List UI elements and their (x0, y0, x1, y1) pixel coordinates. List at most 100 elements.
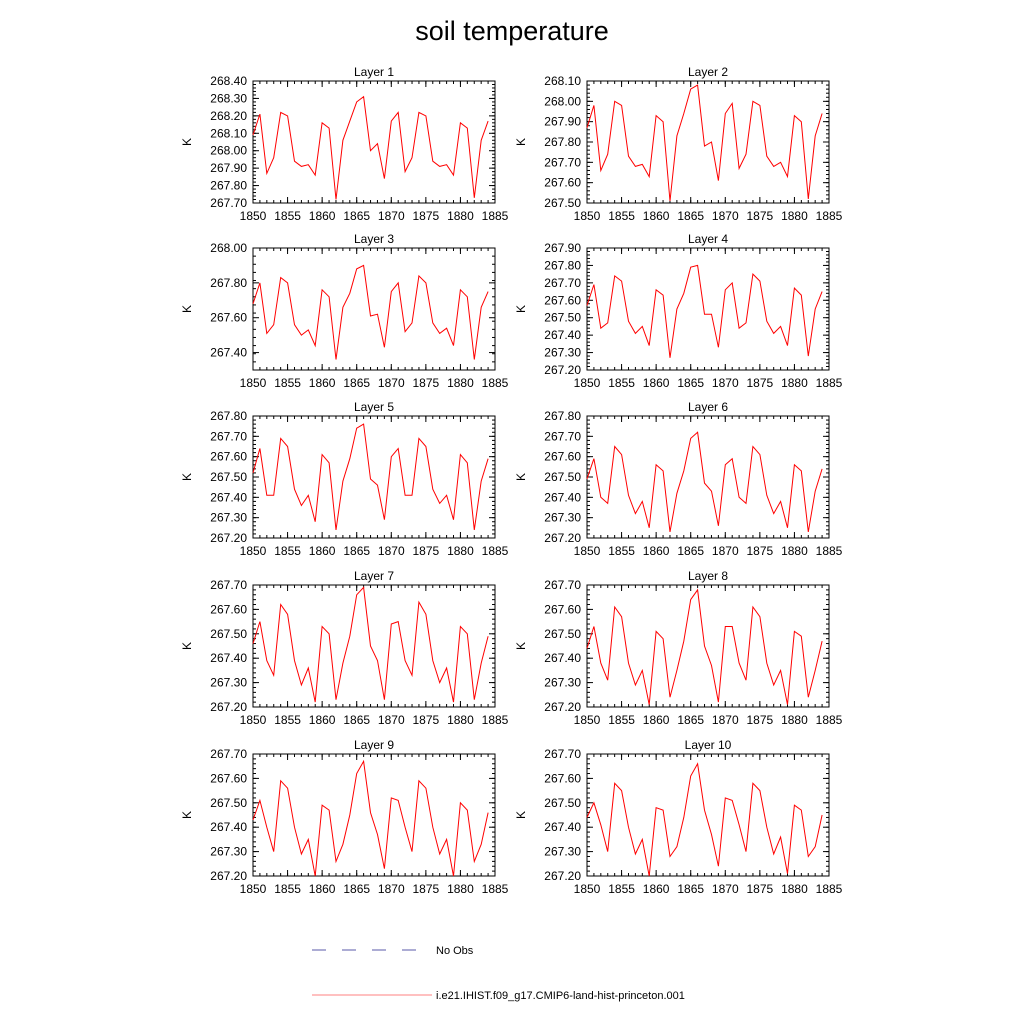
y-tick-label: 267.90 (544, 115, 581, 129)
y-tick-label: 267.30 (544, 676, 581, 690)
y-tick-label: 268.00 (210, 144, 247, 158)
x-tick-label: 1865 (343, 544, 370, 558)
x-tick-label: 1875 (413, 713, 440, 727)
y-tick-label: 267.40 (544, 490, 581, 504)
y-tick-label: 267.60 (210, 602, 247, 616)
panel-title: Layer 10 (685, 738, 732, 752)
plot-frame (252, 80, 496, 204)
y-axis-label: K (180, 642, 194, 650)
y-tick-label: 267.30 (544, 845, 581, 859)
plot-frame (252, 247, 496, 371)
y-tick-label: 267.70 (544, 747, 581, 761)
y-tick-label: 267.30 (210, 511, 247, 525)
x-tick-label: 1865 (343, 376, 370, 390)
x-tick-label: 1885 (816, 544, 843, 558)
x-tick-label: 1865 (677, 713, 704, 727)
x-tick-label: 1850 (574, 544, 601, 558)
x-tick-label: 1850 (240, 713, 267, 727)
y-axis-label: K (180, 473, 194, 481)
y-tick-label: 267.50 (210, 796, 247, 810)
x-tick-label: 1875 (747, 376, 774, 390)
y-tick-label: 267.80 (544, 135, 581, 149)
y-tick-label: 267.60 (544, 450, 581, 464)
y-axis-label: K (514, 811, 528, 819)
x-tick-label: 1870 (712, 544, 739, 558)
y-axis-label: K (180, 138, 194, 146)
y-tick-label: 267.20 (210, 869, 247, 883)
x-tick-label: 1860 (643, 376, 670, 390)
y-tick-label: 267.60 (210, 771, 247, 785)
y-tick-label: 267.80 (210, 276, 247, 290)
y-tick-label: 267.60 (544, 293, 581, 307)
y-tick-label: 267.80 (210, 179, 247, 193)
series-line (252, 423, 489, 530)
y-axis-label: K (514, 642, 528, 650)
panel-2: Layer 2 268.10 268.00 267.90 267.80 267.70 267… (514, 65, 843, 223)
panel-title: Layer 3 (354, 232, 394, 246)
x-tick-label: 1860 (309, 544, 336, 558)
x-tick-label: 1880 (447, 209, 474, 223)
panel-title: Layer 5 (354, 400, 394, 414)
series-line (586, 264, 823, 358)
x-tick-label: 1870 (378, 544, 405, 558)
y-tick-label: 267.40 (544, 820, 581, 834)
x-tick-label: 1870 (712, 713, 739, 727)
x-tick-label: 1880 (781, 713, 808, 727)
panel-5: Layer 5 267.80 267.70 267.60 267.50 267.40 267… (180, 400, 509, 558)
plot-frame (586, 80, 830, 204)
panel-9: Layer 9 267.70 267.60 267.50 267.40 267.30 267… (180, 738, 509, 896)
x-tick-label: 1860 (309, 713, 336, 727)
panel-title: Layer 6 (688, 400, 728, 414)
y-tick-label: 267.70 (210, 429, 247, 443)
y-tick-label: 267.60 (544, 771, 581, 785)
panel-title: Layer 4 (688, 232, 728, 246)
x-tick-label: 1865 (343, 882, 370, 896)
x-tick-label: 1860 (309, 376, 336, 390)
legend-label-no-obs: No Obs (436, 945, 474, 957)
y-axis-label: K (514, 305, 528, 313)
plot-frame (252, 753, 496, 877)
series-line (586, 588, 823, 705)
panel-7: Layer 7 267.70 267.60 267.50 267.40 267.30 267… (180, 569, 509, 727)
x-tick-label: 1865 (677, 209, 704, 223)
x-tick-label: 1880 (781, 209, 808, 223)
y-tick-label: 267.90 (210, 161, 247, 175)
y-tick-label: 268.00 (210, 241, 247, 255)
x-tick-label: 1860 (309, 209, 336, 223)
x-tick-label: 1855 (274, 713, 301, 727)
x-tick-label: 1880 (447, 544, 474, 558)
panel-3: Layer 3 268.00 267.80 267.60 267.40 1850 1855 1… (180, 232, 509, 390)
x-tick-label: 1865 (343, 209, 370, 223)
x-tick-label: 1870 (378, 882, 405, 896)
y-tick-label: 267.20 (544, 531, 581, 545)
y-tick-label: 267.40 (210, 651, 247, 665)
plot-frame (586, 584, 830, 708)
y-tick-label: 267.50 (544, 311, 581, 325)
x-tick-label: 1855 (274, 882, 301, 896)
x-tick-label: 1875 (413, 376, 440, 390)
x-tick-label: 1885 (482, 209, 509, 223)
plot-frame (586, 247, 830, 371)
x-tick-label: 1850 (240, 376, 267, 390)
x-tick-label: 1860 (643, 882, 670, 896)
y-tick-label: 267.70 (544, 578, 581, 592)
x-tick-label: 1850 (240, 544, 267, 558)
legend-label-model: i.e21.IHIST.f09_g17.CMIP6-land-hist-prin… (436, 990, 685, 1002)
y-tick-label: 268.10 (210, 126, 247, 140)
y-tick-label: 267.20 (210, 700, 247, 714)
x-tick-label: 1880 (447, 376, 474, 390)
y-tick-label: 267.70 (544, 276, 581, 290)
x-tick-label: 1875 (747, 209, 774, 223)
x-tick-label: 1855 (608, 882, 635, 896)
y-tick-label: 267.30 (210, 676, 247, 690)
y-axis-label: K (180, 305, 194, 313)
x-tick-label: 1860 (643, 209, 670, 223)
y-axis-label: K (514, 138, 528, 146)
y-tick-label: 268.40 (210, 74, 247, 88)
x-tick-label: 1885 (482, 376, 509, 390)
x-tick-label: 1875 (747, 713, 774, 727)
x-tick-label: 1870 (712, 376, 739, 390)
panel-title: Layer 7 (354, 569, 394, 583)
x-tick-label: 1855 (274, 376, 301, 390)
